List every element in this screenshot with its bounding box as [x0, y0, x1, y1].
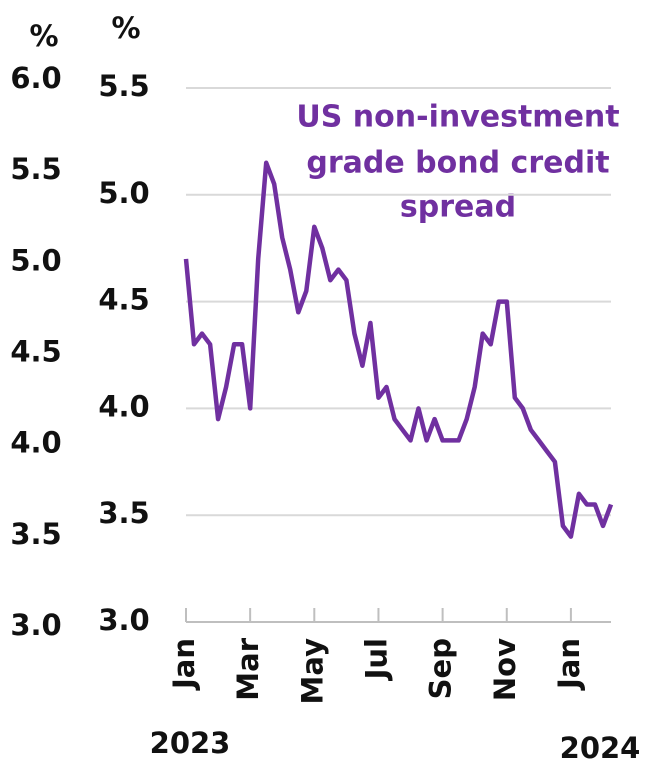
y2-tick-label: 6.0 [10, 61, 61, 95]
y-tick-label: 4.0 [98, 389, 149, 423]
x-tick-label: Jan [167, 638, 201, 691]
year-label: 2023 [150, 726, 231, 760]
y2-tick-label: 3.5 [10, 517, 61, 551]
y-tick-label: 3.5 [98, 496, 149, 530]
y-tick-label: 5.5 [98, 69, 149, 103]
x-tick-label: Sep [424, 638, 458, 699]
annotation: US non-investment [296, 100, 619, 135]
y2-tick-label: 3.0 [10, 608, 61, 642]
annotation: grade bond credit [306, 146, 609, 181]
series-line [183, 160, 614, 539]
x-tick-label: Jul [359, 638, 393, 681]
y2-tick-label: 4.0 [10, 426, 61, 460]
year-label: 2024 [560, 731, 641, 764]
y2-tick-label: 5.0 [10, 243, 61, 277]
y2-tick-label: 5.5 [10, 152, 61, 186]
y2-tick-label: 4.5 [10, 335, 61, 369]
y-tick-label: 3.0 [98, 603, 149, 637]
x-tick-label: Jan [552, 638, 586, 691]
y-tick-label: 5.0 [98, 176, 149, 210]
x-tick-label: Mar [231, 637, 265, 700]
y2-unit: % [29, 19, 58, 53]
x-tick-label: May [295, 638, 329, 705]
x-tick-label: Nov [488, 638, 522, 701]
y-unit: % [111, 11, 140, 45]
y-tick-label: 4.5 [98, 283, 149, 317]
